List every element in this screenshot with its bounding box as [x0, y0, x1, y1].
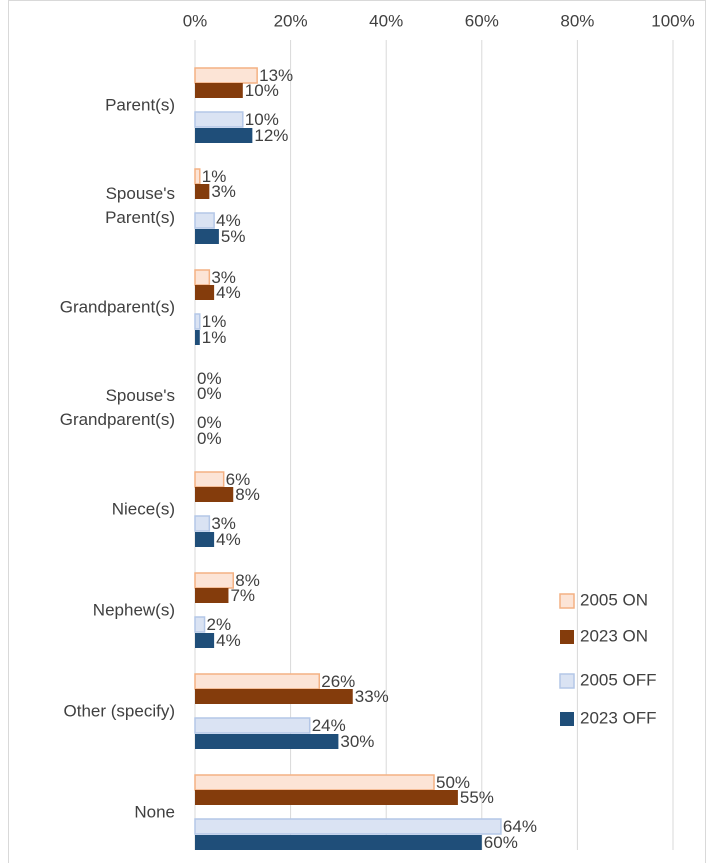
value-label: 5%	[221, 227, 246, 246]
value-label: 1%	[202, 312, 227, 331]
value-label: 0%	[197, 384, 222, 403]
bar	[194, 313, 201, 330]
bar	[195, 487, 234, 502]
category-label: Spouse's Parent(s)	[105, 184, 175, 227]
value-label: 3%	[211, 182, 236, 201]
bar	[195, 128, 253, 143]
bar	[195, 229, 219, 244]
bar	[194, 168, 201, 185]
bar	[195, 83, 243, 98]
bar	[195, 532, 215, 547]
value-label: 4%	[216, 211, 241, 230]
legend-label: 2023 OFF	[580, 708, 657, 727]
bar	[195, 633, 215, 648]
bar	[195, 184, 210, 199]
category-label: Other (specify)	[64, 701, 175, 720]
x-tick-label: 80%	[560, 11, 594, 30]
x-tick-label: 40%	[369, 11, 403, 30]
bar	[194, 212, 215, 229]
category-label: Spouse's Grandparent(s)	[60, 386, 175, 429]
value-label: 4%	[216, 631, 241, 650]
bar	[194, 111, 244, 128]
value-label: 8%	[235, 485, 260, 504]
value-label: 4%	[216, 530, 241, 549]
category-label: Grandparent(s)	[60, 297, 175, 316]
value-label: 3%	[211, 268, 236, 287]
value-label: 50%	[436, 773, 470, 792]
x-tick-label: 20%	[274, 11, 308, 30]
value-label: 10%	[245, 81, 279, 100]
value-label: 10%	[245, 110, 279, 129]
bar	[194, 616, 206, 633]
value-label: 2%	[207, 615, 232, 634]
category-label: None	[134, 802, 175, 821]
x-tick-label: 0%	[183, 11, 208, 30]
x-tick-label: 60%	[465, 11, 499, 30]
bar	[195, 285, 215, 300]
bar	[195, 588, 229, 603]
value-label: 24%	[312, 716, 346, 735]
bar	[195, 790, 458, 805]
value-label: 0%	[197, 413, 222, 432]
bar	[194, 717, 311, 734]
value-label: 3%	[211, 514, 236, 533]
value-label: 55%	[460, 788, 494, 807]
value-label: 26%	[321, 672, 355, 691]
bar	[195, 835, 482, 850]
bar	[194, 774, 435, 791]
value-label: 0%	[197, 369, 222, 388]
value-label: 1%	[202, 167, 227, 186]
bar	[195, 689, 353, 704]
category-label: Nephew(s)	[93, 600, 175, 619]
x-tick-label: 100%	[651, 11, 694, 30]
value-label: 4%	[216, 283, 241, 302]
legend-swatch	[560, 630, 574, 644]
value-label: 13%	[259, 66, 293, 85]
bar	[195, 734, 339, 749]
bar	[194, 515, 211, 532]
value-label: 6%	[226, 470, 251, 489]
bar	[194, 269, 211, 286]
value-label: 8%	[235, 571, 260, 590]
value-label: 64%	[503, 817, 537, 836]
bar	[194, 818, 502, 835]
category-label: Parent(s)	[105, 95, 175, 114]
value-label: 60%	[484, 833, 518, 852]
value-label: 0%	[197, 429, 222, 448]
legend-label: 2005 OFF	[580, 670, 657, 689]
legend-swatch	[560, 712, 574, 726]
value-label: 1%	[202, 328, 227, 347]
legend-swatch	[559, 593, 575, 609]
value-label: 30%	[340, 732, 374, 751]
legend-swatch	[559, 673, 575, 689]
bar	[194, 572, 234, 589]
value-label: 7%	[230, 586, 255, 605]
category-label: Niece(s)	[112, 499, 175, 518]
value-label: 33%	[355, 687, 389, 706]
value-label: 12%	[254, 126, 288, 145]
chart-frame	[8, 0, 706, 863]
legend-label: 2023 ON	[580, 626, 648, 645]
bar	[194, 673, 321, 690]
legend-label: 2005 ON	[580, 590, 648, 609]
bar	[195, 330, 200, 345]
bar	[194, 471, 225, 488]
